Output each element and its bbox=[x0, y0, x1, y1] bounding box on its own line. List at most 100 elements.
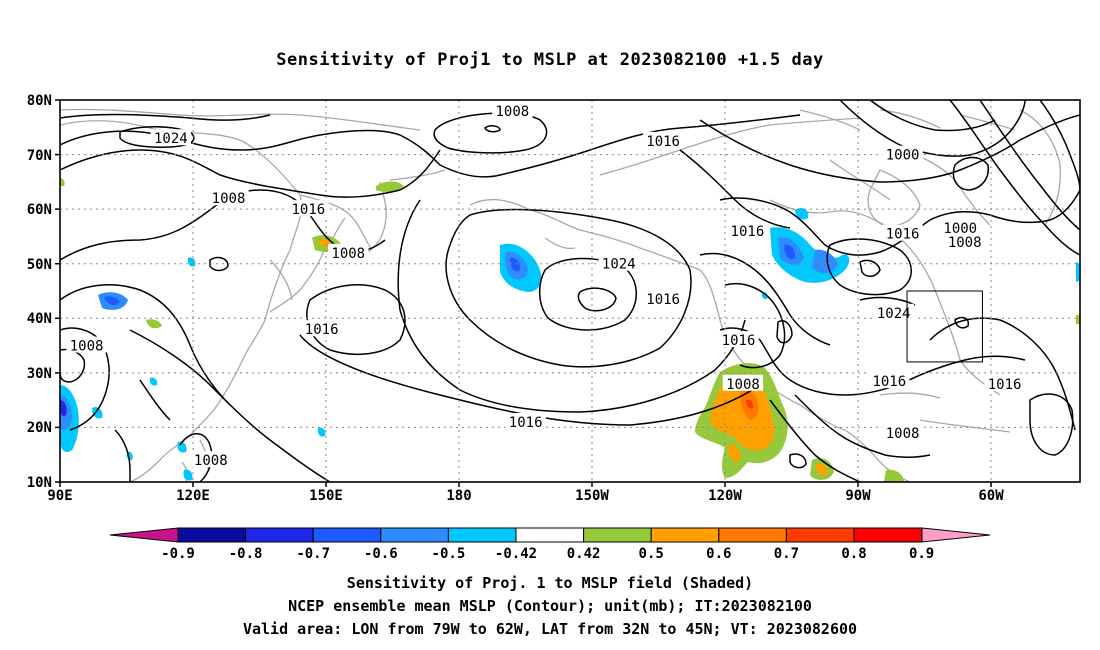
contour-label-bg bbox=[190, 451, 231, 468]
colorbar-label: 0.42 bbox=[567, 546, 601, 562]
colorbar-box bbox=[380, 527, 449, 543]
colorbar-label: 0.6 bbox=[706, 546, 731, 562]
contour-label: 1016 bbox=[886, 227, 920, 243]
contour-label: 1024 bbox=[877, 306, 911, 322]
contour-label-bg bbox=[150, 129, 192, 146]
colorbar-label: 0.8 bbox=[841, 546, 866, 562]
colorbar-box bbox=[177, 527, 247, 543]
colorbar-label: -0.5 bbox=[432, 546, 466, 562]
contour-label: 1016 bbox=[646, 134, 680, 150]
colorbar-labels: -0.9 -0.8 -0.7 -0.6 -0.5 -0.42 0.42 0.5 0.6 0.7 0.… bbox=[161, 546, 934, 562]
colorbar-label: -0.7 bbox=[296, 546, 330, 562]
colorbar-box bbox=[312, 527, 382, 543]
lat-label: 50N bbox=[27, 257, 52, 273]
lat-ticks bbox=[55, 99, 60, 483]
colorbar-label: -0.6 bbox=[364, 546, 398, 562]
contour-label: 1016 bbox=[731, 224, 765, 240]
contour-label-bg bbox=[882, 145, 923, 162]
contour-label-bg bbox=[727, 221, 768, 238]
contour-label: 1024 bbox=[154, 131, 188, 147]
contour-label: 1016 bbox=[305, 322, 339, 338]
colorbar-box bbox=[718, 527, 787, 543]
mslp-contours bbox=[60, 100, 1080, 482]
contour-label-bg bbox=[301, 320, 342, 337]
contour-label: 1008 bbox=[886, 426, 920, 442]
contour-label-bg bbox=[505, 412, 546, 429]
contour-label: 1008 bbox=[212, 191, 246, 207]
contour-label-bg bbox=[642, 290, 684, 307]
lon-label: 180 bbox=[446, 488, 471, 504]
lat-label: 20N bbox=[27, 420, 52, 436]
lat-label: 40N bbox=[27, 311, 52, 327]
lon-label: 60W bbox=[978, 488, 1004, 504]
contour-label: 1016 bbox=[646, 292, 680, 308]
lat-label: 60N bbox=[27, 202, 52, 218]
map-frame bbox=[59, 99, 1081, 483]
contour-label-bg bbox=[288, 200, 329, 217]
colorbar-label: -0.42 bbox=[495, 546, 537, 562]
contour-label-bg bbox=[873, 303, 914, 320]
contour-label: 1024 bbox=[602, 257, 636, 273]
contour-label: 1016 bbox=[509, 415, 543, 431]
contour-label: 1008 bbox=[194, 453, 228, 469]
colorbar-high-arrow bbox=[921, 527, 991, 543]
lat-label: 10N bbox=[27, 475, 52, 491]
lat-label: 30N bbox=[27, 366, 52, 382]
contour-label-bg bbox=[66, 336, 107, 353]
contour-label-bg bbox=[882, 224, 923, 241]
contour-label-bg bbox=[598, 254, 639, 271]
lon-label: 90W bbox=[845, 488, 871, 504]
colorbar-label: -0.8 bbox=[229, 546, 263, 562]
colorbar-box bbox=[853, 527, 923, 543]
sensitivity-shading bbox=[60, 178, 1080, 482]
lat-axis: 80N 70N 60N 50N 40N 30N 20N 10N bbox=[27, 93, 52, 491]
contour-label-bg bbox=[940, 219, 981, 236]
contour-label-bg bbox=[642, 131, 684, 148]
colorbar-label: -0.9 bbox=[161, 546, 195, 562]
contour-label: 1000 bbox=[886, 148, 920, 164]
contour-label-bg bbox=[944, 232, 985, 249]
colorbar-low-arrow bbox=[109, 527, 179, 543]
contour-label: 1008 bbox=[726, 377, 760, 393]
contour-label: 1016 bbox=[872, 374, 906, 390]
colorbar-box bbox=[515, 527, 585, 543]
contour-label: 1016 bbox=[988, 377, 1022, 393]
contour-label-bg bbox=[882, 423, 923, 440]
colorbar-label: 0.7 bbox=[774, 546, 799, 562]
colorbar-label: 0.5 bbox=[639, 546, 664, 562]
caption-valid-area: Valid area: LON from 79W to 62W, LAT fro… bbox=[242, 620, 858, 638]
colorbar-boxes bbox=[177, 527, 923, 543]
colorbar-box bbox=[785, 527, 855, 543]
contour-label: 1016 bbox=[291, 202, 325, 218]
chart-title: Sensitivity of Proj1 to MSLP at 20230821… bbox=[276, 50, 824, 70]
contour-label-bg bbox=[869, 372, 910, 389]
lat-label: 70N bbox=[27, 148, 52, 164]
contour-label-bg bbox=[208, 189, 249, 206]
contour-label-bg bbox=[718, 331, 759, 348]
lon-ticks bbox=[59, 482, 992, 487]
colorbar-box bbox=[650, 527, 720, 543]
lon-label: 120W bbox=[708, 488, 742, 504]
contour-label: 1008 bbox=[495, 104, 529, 120]
gridlines bbox=[60, 100, 1080, 482]
contour-label: 1016 bbox=[722, 333, 756, 349]
lon-axis: 90E 120E 150E 180 150W 120W 90W 60W bbox=[47, 488, 1004, 504]
colorbar-label: 0.9 bbox=[909, 546, 934, 562]
lon-label: 150W bbox=[575, 488, 609, 504]
valid-area-box bbox=[906, 290, 983, 363]
contour-label-bg bbox=[328, 243, 369, 260]
lon-label: 120E bbox=[176, 488, 210, 504]
contour-label-bg bbox=[984, 374, 1025, 391]
colorbar-box bbox=[447, 527, 517, 543]
colorbar-legend: -0.9 -0.8 -0.7 -0.6 -0.5 -0.42 0.42 0.5 0.6 0.7 0.… bbox=[109, 527, 991, 562]
colorbar-box bbox=[583, 527, 652, 543]
lon-label: 90E bbox=[47, 488, 72, 504]
caption-shaded-field: Sensitivity of Proj. 1 to MSLP field (Sh… bbox=[346, 574, 754, 592]
lon-label: 150E bbox=[309, 488, 343, 504]
contour-label: 1008 bbox=[948, 235, 982, 251]
contour-label-bg bbox=[492, 101, 533, 118]
contour-label: 1008 bbox=[70, 339, 104, 355]
